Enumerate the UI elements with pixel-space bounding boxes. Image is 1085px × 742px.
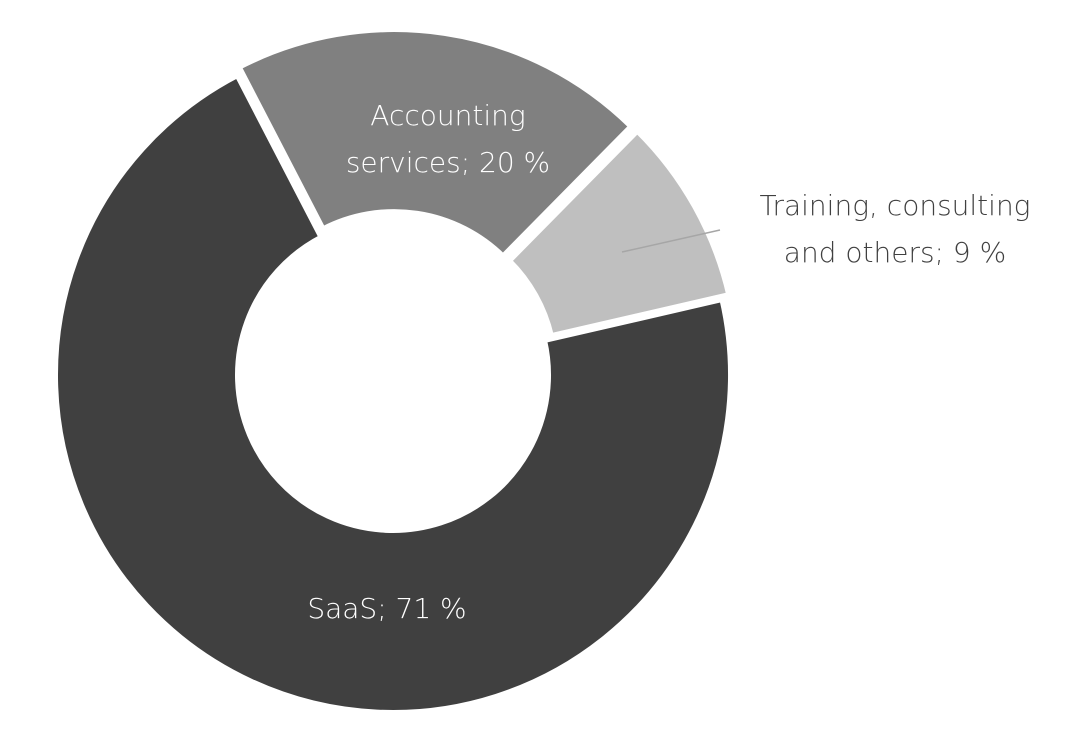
data-label: Training, consulting and others; 9 % xyxy=(759,189,1031,269)
data-label: Accounting services; 20 % xyxy=(345,99,551,179)
donut-slice xyxy=(504,126,733,340)
data-label: SaaS; 71 % xyxy=(307,592,467,625)
donut-slice xyxy=(52,70,734,716)
leader-line xyxy=(621,229,721,253)
donut-slice xyxy=(234,26,636,261)
